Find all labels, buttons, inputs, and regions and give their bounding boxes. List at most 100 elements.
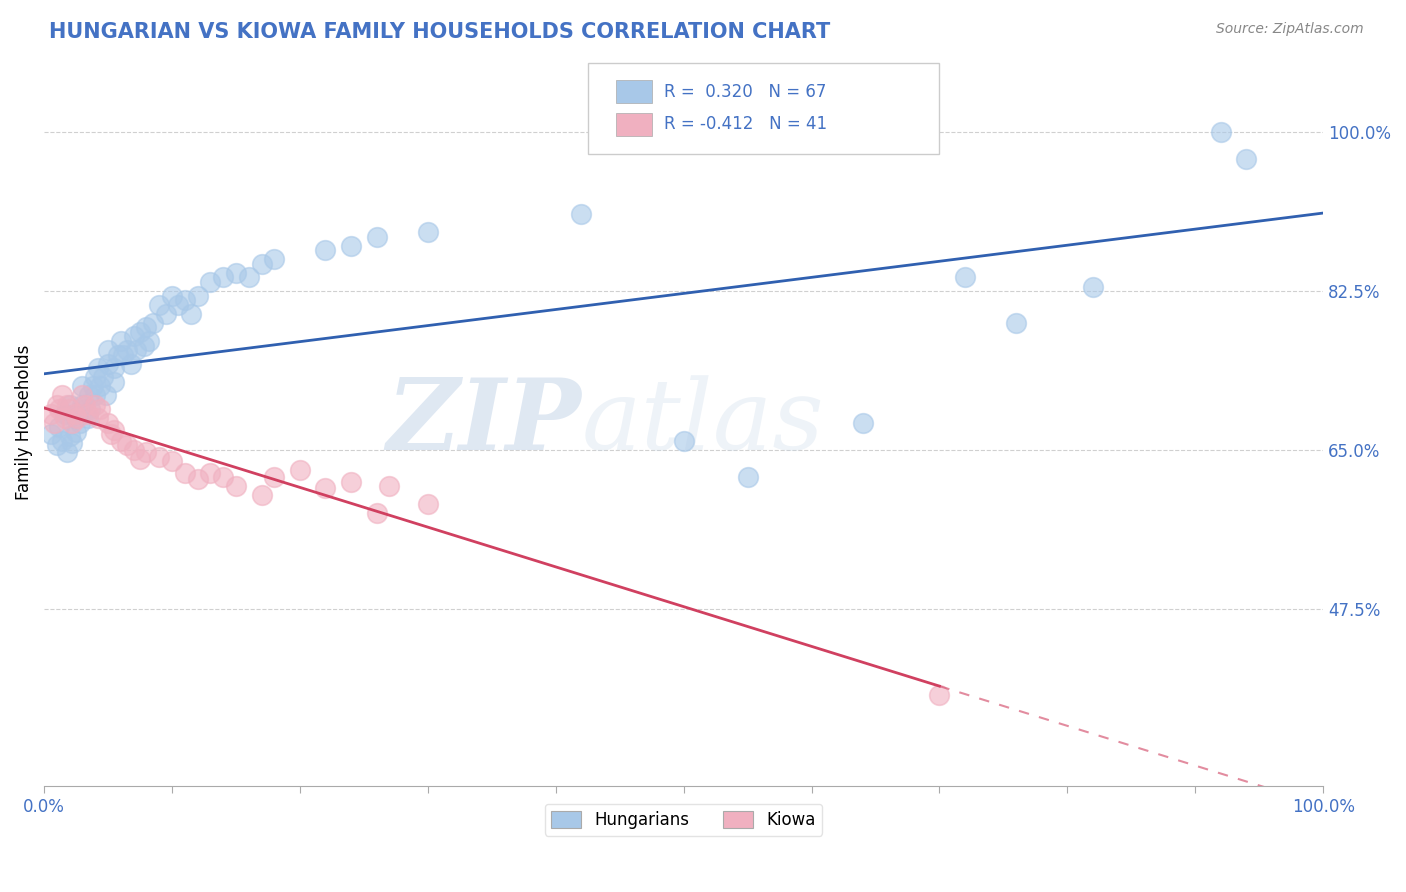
Point [84, 398, 107, 412]
Point [82, 379, 104, 393]
Point [125, 343, 148, 357]
Point [366, 229, 388, 244]
Point [91, 370, 114, 384]
Point [366, 507, 388, 521]
Y-axis label: Family Households: Family Households [15, 345, 32, 500]
Point [45, 398, 67, 412]
Point [51, 388, 73, 402]
Point [97, 343, 120, 357]
Point [138, 334, 160, 348]
Point [65, 425, 87, 439]
Point [135, 444, 157, 458]
Point [117, 343, 139, 357]
Point [53, 407, 76, 421]
Point [167, 298, 190, 312]
Point [73, 398, 96, 412]
Point [180, 307, 202, 321]
Point [56, 398, 79, 412]
Point [378, 479, 401, 493]
Point [65, 411, 87, 425]
Point [117, 438, 139, 452]
Point [94, 388, 117, 402]
Point [340, 475, 363, 489]
Point [852, 416, 875, 430]
Point [51, 434, 73, 448]
Point [263, 470, 285, 484]
Point [73, 402, 96, 417]
FancyBboxPatch shape [616, 112, 651, 136]
Point [87, 361, 110, 376]
Point [1081, 279, 1104, 293]
Point [100, 426, 122, 441]
Point [148, 298, 170, 312]
Point [928, 688, 950, 702]
Point [66, 411, 89, 425]
Point [263, 252, 285, 267]
Point [60, 435, 83, 450]
Point [60, 416, 83, 430]
Point [148, 450, 170, 465]
Text: Source: ZipAtlas.com: Source: ZipAtlas.com [1216, 22, 1364, 37]
Point [129, 452, 152, 467]
Point [953, 270, 976, 285]
Text: R = -0.412   N = 41: R = -0.412 N = 41 [665, 115, 828, 133]
Point [569, 207, 592, 221]
Point [103, 375, 125, 389]
Point [103, 361, 125, 376]
Point [1005, 316, 1028, 330]
Point [187, 472, 209, 486]
Point [315, 481, 337, 495]
Point [97, 357, 120, 371]
Point [84, 388, 107, 402]
Point [79, 402, 101, 417]
Point [110, 434, 132, 448]
Point [225, 266, 247, 280]
Point [72, 388, 94, 402]
Point [129, 325, 152, 339]
Point [69, 416, 91, 430]
Point [122, 442, 145, 457]
Point [59, 402, 82, 417]
Point [416, 225, 439, 239]
Point [238, 270, 260, 285]
Point [45, 438, 67, 452]
Point [122, 329, 145, 343]
Point [56, 444, 79, 458]
Point [39, 426, 62, 441]
Point [112, 348, 135, 362]
Point [89, 402, 111, 417]
Point [120, 357, 142, 371]
Point [135, 320, 157, 334]
Text: ZIP: ZIP [387, 375, 581, 471]
Point [84, 370, 107, 384]
Point [103, 423, 125, 437]
Point [187, 288, 209, 302]
Point [1234, 153, 1257, 167]
Point [89, 379, 111, 393]
Point [416, 497, 439, 511]
Point [250, 488, 273, 502]
Text: atlas: atlas [581, 375, 824, 470]
Legend: Hungarians, Kiowa: Hungarians, Kiowa [544, 804, 823, 836]
Point [200, 275, 222, 289]
Point [76, 407, 98, 421]
Point [173, 466, 195, 480]
Point [72, 398, 94, 412]
Point [288, 463, 311, 477]
Point [340, 238, 363, 252]
Point [48, 420, 70, 434]
Point [212, 470, 235, 484]
Point [76, 411, 98, 425]
FancyBboxPatch shape [616, 80, 651, 103]
Point [59, 398, 82, 412]
Point [44, 416, 66, 430]
Point [87, 411, 110, 425]
Point [142, 316, 165, 330]
Point [225, 479, 247, 493]
FancyBboxPatch shape [588, 63, 939, 154]
Point [53, 411, 76, 425]
Point [672, 434, 695, 448]
Point [72, 379, 94, 393]
Point [250, 257, 273, 271]
Text: HUNGARIAN VS KIOWA FAMILY HOUSEHOLDS CORRELATION CHART: HUNGARIAN VS KIOWA FAMILY HOUSEHOLDS COR… [49, 22, 831, 42]
